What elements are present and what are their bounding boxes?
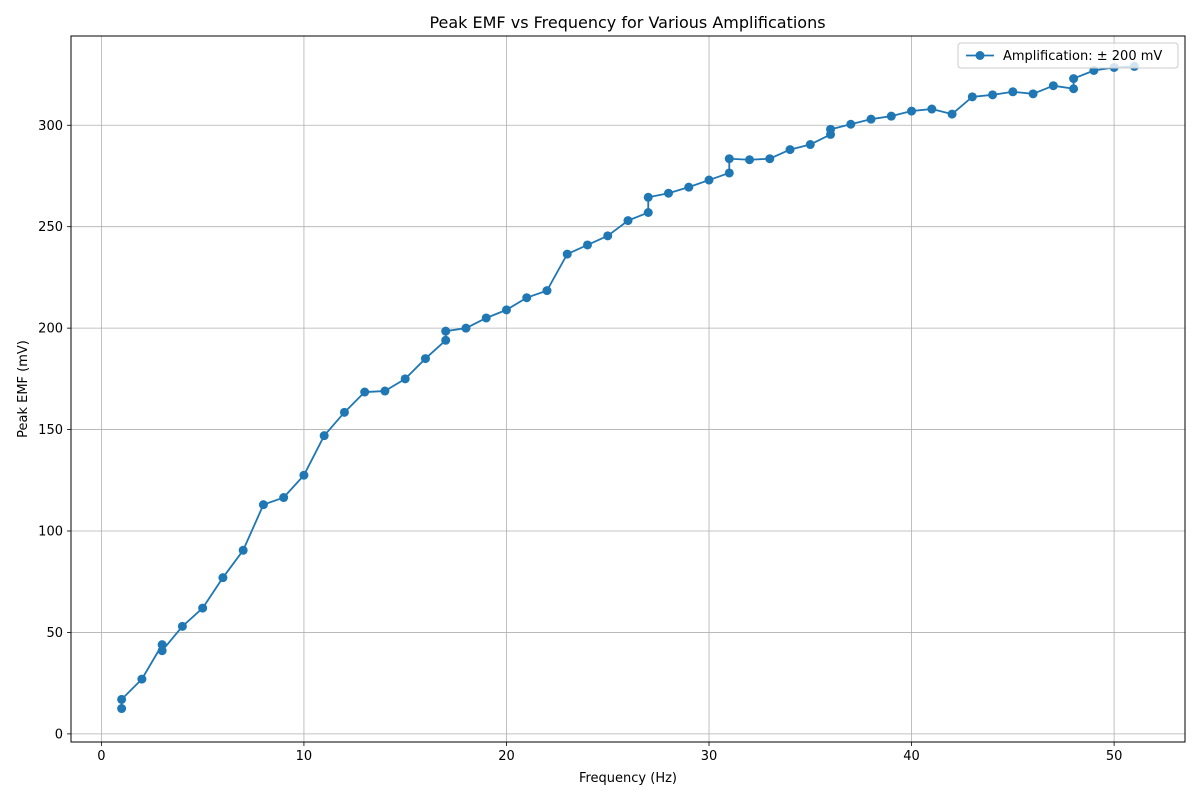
data-point <box>441 326 451 336</box>
data-point <box>745 155 755 165</box>
data-point <box>522 293 532 303</box>
legend-marker <box>975 51 985 60</box>
data-point <box>380 386 390 396</box>
data-point <box>643 192 653 202</box>
data-point <box>1008 87 1018 97</box>
chart-title: Peak EMF vs Frequency for Various Amplif… <box>429 13 825 32</box>
data-point <box>481 313 491 323</box>
data-point <box>299 470 309 480</box>
data-point <box>461 323 471 333</box>
data-point <box>137 674 147 684</box>
y-tick-label: 50 <box>46 626 63 641</box>
data-point <box>724 168 734 178</box>
data-point <box>988 90 998 100</box>
data-point <box>562 249 572 259</box>
data-point <box>765 154 775 164</box>
data-point <box>603 231 613 241</box>
data-point <box>420 354 430 364</box>
data-point <box>117 694 127 704</box>
y-tick-label: 100 <box>38 525 63 540</box>
x-tick-label: 50 <box>1106 749 1123 764</box>
grid <box>71 36 1185 742</box>
data-point <box>866 114 876 124</box>
data-point <box>177 621 187 631</box>
data-point <box>582 240 592 250</box>
data-point <box>886 111 896 121</box>
x-tick-label: 30 <box>701 749 718 764</box>
data-point <box>947 109 957 119</box>
data-point <box>339 407 349 417</box>
x-tick-label: 20 <box>498 749 515 764</box>
y-axis-ticks: 0 50 100 150 200 250 300 <box>38 119 71 742</box>
y-tick-label: 0 <box>55 727 63 742</box>
legend: Amplification: ± 200 mV <box>957 42 1179 69</box>
x-tick-label: 0 <box>97 749 105 764</box>
legend-box <box>957 42 1179 69</box>
data-point <box>238 545 248 555</box>
data-point <box>117 704 127 714</box>
data-point <box>360 387 370 397</box>
data-point <box>1069 74 1079 84</box>
data-point <box>927 104 937 114</box>
y-axis-label: Peak EMF (mV) <box>16 340 31 438</box>
data-point <box>643 208 653 217</box>
data-point <box>1069 84 1079 94</box>
data-point <box>846 119 856 129</box>
data-point <box>542 286 552 296</box>
x-axis-ticks: 0 10 20 30 40 50 <box>97 742 1122 764</box>
data-point <box>623 216 633 226</box>
data-point <box>319 431 329 441</box>
data-point <box>258 500 268 510</box>
x-tick-label: 40 <box>903 749 920 764</box>
data-point <box>826 124 836 134</box>
x-tick-label: 10 <box>296 749 313 764</box>
data-point <box>218 573 228 583</box>
data-point <box>684 182 694 192</box>
x-axis-label: Frequency (Hz) <box>579 771 677 786</box>
legend-label: Amplification: ± 200 mV <box>1003 49 1162 64</box>
data-point <box>400 374 410 384</box>
data-point <box>1028 89 1038 99</box>
y-tick-label: 200 <box>38 322 63 337</box>
series-layer <box>117 61 1139 714</box>
y-tick-label: 150 <box>38 423 63 438</box>
y-tick-label: 250 <box>38 220 63 235</box>
data-point <box>704 175 714 185</box>
data-point <box>198 603 208 613</box>
data-point <box>967 92 977 102</box>
y-tick-label: 300 <box>38 119 63 134</box>
data-point <box>724 154 734 164</box>
data-point <box>501 305 511 315</box>
data-point <box>441 335 451 345</box>
series-line <box>120 65 1135 709</box>
data-point <box>907 106 917 116</box>
data-point <box>279 493 289 503</box>
data-point <box>157 646 167 656</box>
data-point <box>785 145 795 155</box>
plot-frame <box>70 35 1186 743</box>
data-point <box>1048 81 1058 91</box>
data-point <box>805 140 815 150</box>
data-point <box>664 188 674 198</box>
